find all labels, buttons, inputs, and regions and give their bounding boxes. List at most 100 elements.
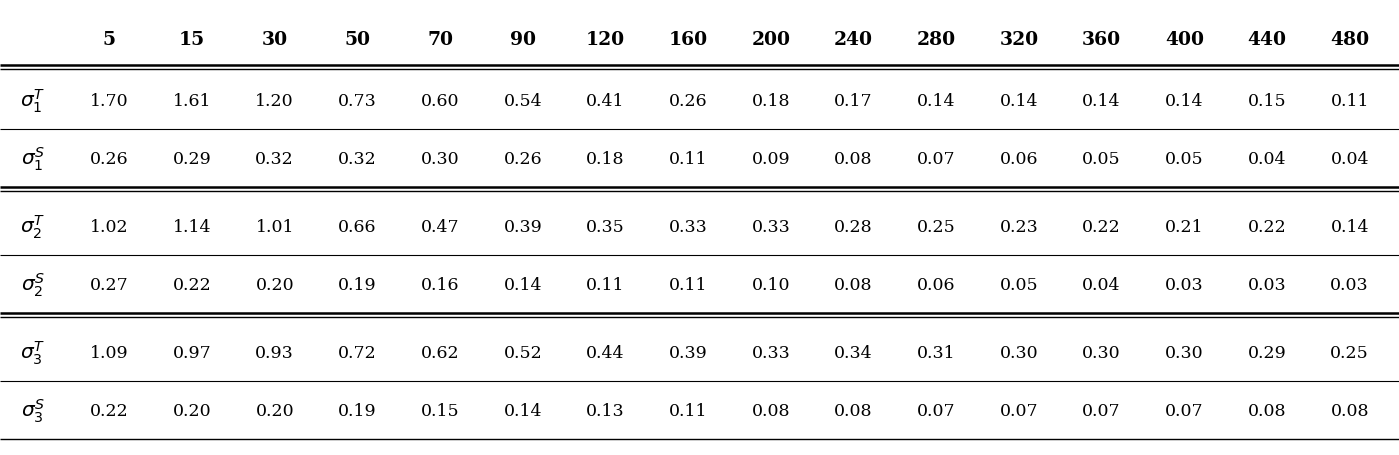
Text: 0.32: 0.32 [256, 150, 294, 167]
Text: 0.14: 0.14 [504, 276, 541, 293]
Text: 0.11: 0.11 [669, 402, 708, 419]
Text: 360: 360 [1081, 31, 1121, 49]
Text: 0.93: 0.93 [256, 344, 294, 361]
Text: 0.03: 0.03 [1330, 276, 1370, 293]
Text: 1.02: 1.02 [90, 218, 129, 235]
Text: 0.19: 0.19 [339, 276, 376, 293]
Text: 0.39: 0.39 [669, 344, 708, 361]
Text: 0.08: 0.08 [834, 150, 873, 167]
Text: 1.20: 1.20 [256, 92, 294, 109]
Text: 0.30: 0.30 [1165, 344, 1203, 361]
Text: 0.14: 0.14 [504, 402, 541, 419]
Text: 0.30: 0.30 [421, 150, 459, 167]
Text: 0.18: 0.18 [586, 150, 625, 167]
Text: 400: 400 [1165, 31, 1203, 49]
Text: 0.07: 0.07 [1165, 402, 1203, 419]
Text: 1.70: 1.70 [90, 92, 129, 109]
Text: 0.14: 0.14 [1083, 92, 1121, 109]
Text: 0.06: 0.06 [916, 276, 956, 293]
Text: 0.41: 0.41 [586, 92, 625, 109]
Text: 0.11: 0.11 [669, 276, 708, 293]
Text: 240: 240 [834, 31, 873, 49]
Text: 0.14: 0.14 [1165, 92, 1203, 109]
Text: 0.35: 0.35 [586, 218, 625, 235]
Text: 0.11: 0.11 [586, 276, 625, 293]
Text: 0.08: 0.08 [751, 402, 790, 419]
Text: 0.08: 0.08 [1330, 402, 1368, 419]
Text: 0.28: 0.28 [834, 218, 873, 235]
Text: 0.03: 0.03 [1248, 276, 1286, 293]
Text: 0.27: 0.27 [90, 276, 129, 293]
Text: 0.32: 0.32 [339, 150, 376, 167]
Text: 0.14: 0.14 [1330, 218, 1368, 235]
Text: 0.07: 0.07 [916, 402, 956, 419]
Text: 0.25: 0.25 [916, 218, 956, 235]
Text: 0.17: 0.17 [834, 92, 873, 109]
Text: 0.44: 0.44 [586, 344, 625, 361]
Text: 0.15: 0.15 [1248, 92, 1286, 109]
Text: 0.33: 0.33 [751, 218, 790, 235]
Text: 0.66: 0.66 [339, 218, 376, 235]
Text: 0.60: 0.60 [421, 92, 459, 109]
Text: 0.11: 0.11 [1330, 92, 1368, 109]
Text: 0.07: 0.07 [1000, 402, 1038, 419]
Text: 160: 160 [669, 31, 708, 49]
Text: 0.09: 0.09 [751, 150, 790, 167]
Text: 0.15: 0.15 [421, 402, 459, 419]
Text: 0.52: 0.52 [504, 344, 543, 361]
Text: 0.11: 0.11 [669, 150, 708, 167]
Text: $\sigma_{3}^{S}$: $\sigma_{3}^{S}$ [21, 396, 45, 424]
Text: 0.22: 0.22 [1248, 218, 1286, 235]
Text: $\sigma_{2}^{T}$: $\sigma_{2}^{T}$ [20, 213, 45, 240]
Text: $\sigma_{1}^{S}$: $\sigma_{1}^{S}$ [21, 145, 45, 172]
Text: 280: 280 [916, 31, 956, 49]
Text: 0.14: 0.14 [1000, 92, 1038, 109]
Text: 1.61: 1.61 [173, 92, 211, 109]
Text: 70: 70 [427, 31, 453, 49]
Text: 0.19: 0.19 [339, 402, 376, 419]
Text: 0.22: 0.22 [90, 402, 129, 419]
Text: 0.10: 0.10 [751, 276, 790, 293]
Text: 200: 200 [751, 31, 790, 49]
Text: 0.97: 0.97 [172, 344, 211, 361]
Text: 0.33: 0.33 [751, 344, 790, 361]
Text: 0.54: 0.54 [504, 92, 541, 109]
Text: 0.26: 0.26 [669, 92, 708, 109]
Text: 0.05: 0.05 [1000, 276, 1038, 293]
Text: 0.08: 0.08 [834, 276, 873, 293]
Text: 0.18: 0.18 [751, 92, 790, 109]
Text: 0.73: 0.73 [339, 92, 376, 109]
Text: 15: 15 [179, 31, 206, 49]
Text: 0.14: 0.14 [916, 92, 956, 109]
Text: 0.26: 0.26 [504, 150, 541, 167]
Text: 0.07: 0.07 [916, 150, 956, 167]
Text: 0.47: 0.47 [421, 218, 459, 235]
Text: 0.05: 0.05 [1083, 150, 1121, 167]
Text: $\sigma_{1}^{T}$: $\sigma_{1}^{T}$ [20, 87, 45, 115]
Text: 0.30: 0.30 [1000, 344, 1038, 361]
Text: 1.09: 1.09 [90, 344, 129, 361]
Text: 0.04: 0.04 [1248, 150, 1286, 167]
Text: 0.04: 0.04 [1330, 150, 1368, 167]
Text: 0.06: 0.06 [1000, 150, 1038, 167]
Text: 0.16: 0.16 [421, 276, 459, 293]
Text: 0.20: 0.20 [256, 276, 294, 293]
Text: 50: 50 [344, 31, 371, 49]
Text: 0.62: 0.62 [421, 344, 459, 361]
Text: 0.72: 0.72 [339, 344, 376, 361]
Text: 0.30: 0.30 [1083, 344, 1121, 361]
Text: 0.22: 0.22 [1083, 218, 1121, 235]
Text: 320: 320 [999, 31, 1038, 49]
Text: 0.08: 0.08 [1248, 402, 1286, 419]
Text: 0.07: 0.07 [1083, 402, 1121, 419]
Text: 0.26: 0.26 [90, 150, 129, 167]
Text: 0.33: 0.33 [669, 218, 708, 235]
Text: 30: 30 [262, 31, 288, 49]
Text: 0.31: 0.31 [916, 344, 956, 361]
Text: 440: 440 [1248, 31, 1287, 49]
Text: 0.25: 0.25 [1330, 344, 1370, 361]
Text: 0.29: 0.29 [1248, 344, 1286, 361]
Text: 0.21: 0.21 [1165, 218, 1203, 235]
Text: 480: 480 [1330, 31, 1370, 49]
Text: 0.22: 0.22 [172, 276, 211, 293]
